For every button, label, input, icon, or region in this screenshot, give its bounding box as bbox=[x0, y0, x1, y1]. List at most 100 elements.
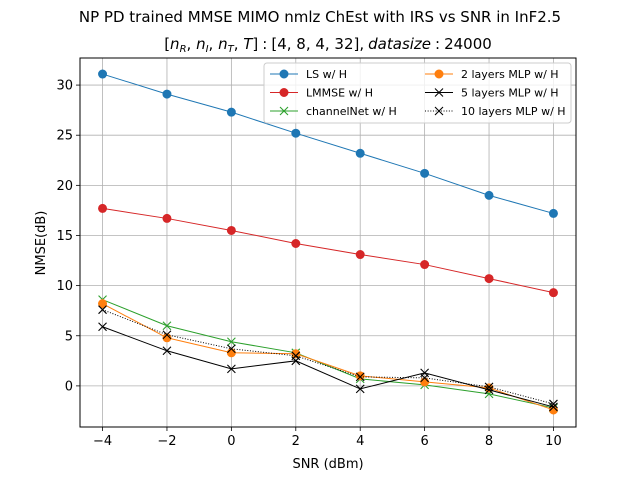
chart-title: NP PD trained MMSE MIMO nmlz ChEst with … bbox=[79, 8, 561, 26]
data-point bbox=[420, 373, 430, 383]
legend-marker bbox=[434, 69, 444, 79]
plot-frame bbox=[79, 57, 577, 428]
series-layer bbox=[98, 69, 558, 415]
legend-item: 5 layers MLP w/ H bbox=[425, 87, 559, 100]
subtitle-nT-sub: T bbox=[228, 44, 235, 55]
subtitle-comma1: , bbox=[187, 35, 197, 53]
x-tick-label: 2 bbox=[292, 434, 300, 449]
legend: LS w/ H LMMSE w/ H channelNet w/ H 2 layers… bbox=[263, 62, 572, 124]
data-point bbox=[162, 89, 172, 99]
data-point bbox=[484, 383, 494, 393]
x-tick-label: 4 bbox=[356, 434, 364, 449]
data-point bbox=[98, 203, 108, 213]
subtitle-nR-sub: R bbox=[180, 44, 187, 55]
data-point bbox=[226, 225, 236, 235]
data-point bbox=[98, 305, 107, 315]
data-point bbox=[162, 346, 172, 356]
data-point bbox=[420, 377, 430, 387]
subtitle-values: [4, 8, 4, 32], bbox=[271, 35, 364, 53]
data-point bbox=[548, 405, 558, 415]
subtitle-datasize: datasize bbox=[368, 35, 431, 53]
data-point bbox=[162, 330, 172, 340]
y-tick-label: 0 bbox=[65, 379, 73, 394]
data-point bbox=[226, 348, 236, 358]
y-tick-label: 5 bbox=[65, 329, 73, 344]
x-tick-label: −2 bbox=[157, 434, 176, 449]
data-point bbox=[484, 190, 494, 200]
data-point bbox=[162, 333, 172, 343]
data-point bbox=[291, 128, 301, 138]
x-tick-label: 8 bbox=[485, 434, 493, 449]
data-point bbox=[484, 382, 494, 392]
y-ticks: 0 5 10 15 20 25 30 bbox=[56, 79, 80, 394]
data-point bbox=[98, 322, 107, 332]
data-point bbox=[484, 274, 494, 284]
legend-box bbox=[263, 62, 572, 124]
x-tick-label: −4 bbox=[93, 434, 112, 449]
legend-label: LS w/ H bbox=[306, 68, 347, 81]
legend-item: LS w/ H bbox=[270, 68, 347, 81]
subtitle-colon1: : bbox=[262, 35, 267, 53]
legend-label: 10 layers MLP w/ H bbox=[461, 105, 566, 118]
series-ls-w-h bbox=[98, 69, 558, 218]
data-point bbox=[291, 349, 301, 359]
data-point bbox=[355, 384, 365, 394]
x-tick-label: 6 bbox=[420, 434, 428, 449]
subtitle-bracket-open: [ bbox=[164, 35, 170, 53]
data-point bbox=[355, 371, 365, 381]
data-point bbox=[355, 250, 365, 260]
series-10-layers-mlp-w-h bbox=[98, 305, 558, 409]
data-point bbox=[162, 321, 172, 331]
data-point bbox=[162, 213, 172, 223]
legend-marker bbox=[434, 106, 444, 116]
subtitle-bracket-close: ] bbox=[252, 35, 258, 53]
y-tick-label: 20 bbox=[56, 179, 73, 194]
legend-label: LMMSE w/ H bbox=[306, 87, 373, 100]
legend-label: 2 layers MLP w/ H bbox=[461, 68, 559, 81]
legend-item: 2 layers MLP w/ H bbox=[425, 68, 559, 81]
data-point bbox=[226, 364, 236, 374]
series-lmmse-w-h bbox=[98, 203, 558, 298]
series-line bbox=[102, 207, 554, 294]
subtitle-nI-sub: I bbox=[206, 44, 209, 55]
subtitle-comma3: , bbox=[234, 35, 244, 53]
data-point bbox=[549, 399, 558, 409]
data-point bbox=[226, 107, 236, 117]
x-tick-label: 10 bbox=[545, 434, 562, 449]
data-point bbox=[484, 385, 494, 395]
data-point bbox=[98, 69, 108, 79]
subtitle-comma2: , bbox=[209, 35, 219, 53]
data-point bbox=[420, 168, 430, 178]
series-line bbox=[102, 309, 554, 405]
subtitle-T: T bbox=[243, 35, 254, 53]
data-point bbox=[549, 402, 558, 412]
legend-marker bbox=[279, 88, 289, 97]
legend-label: channelNet w/ H bbox=[306, 105, 397, 118]
data-point bbox=[548, 288, 558, 298]
subtitle-nR: n bbox=[170, 35, 180, 53]
data-point bbox=[226, 337, 236, 347]
y-tick-label: 10 bbox=[56, 279, 73, 294]
legend-item: channelNet w/ H bbox=[270, 105, 397, 118]
x-axis-label: SNR (dBm) bbox=[292, 457, 363, 472]
data-point bbox=[226, 344, 236, 354]
legend-item: 10 layers MLP w/ H bbox=[425, 105, 566, 118]
data-point bbox=[355, 372, 365, 382]
y-tick-label: 25 bbox=[56, 129, 73, 144]
y-tick-label: 30 bbox=[56, 79, 73, 94]
chart-subtitle: [nR, nI, nT, T]: [4, 8, 4, 32], datasize:2… bbox=[164, 35, 492, 55]
data-point bbox=[420, 260, 430, 270]
x-tick-label: 0 bbox=[227, 434, 235, 449]
series-line bbox=[102, 303, 554, 411]
legend-marker bbox=[279, 106, 289, 116]
series-line bbox=[102, 326, 554, 408]
data-point bbox=[98, 299, 108, 309]
series-2-layers-mlp-w-h bbox=[98, 299, 558, 415]
series-channelnet-w-h bbox=[98, 295, 558, 413]
subtitle-colon2: : bbox=[435, 35, 440, 53]
data-point bbox=[291, 239, 301, 249]
subtitle-nI: n bbox=[196, 35, 206, 53]
series-line bbox=[102, 73, 554, 214]
